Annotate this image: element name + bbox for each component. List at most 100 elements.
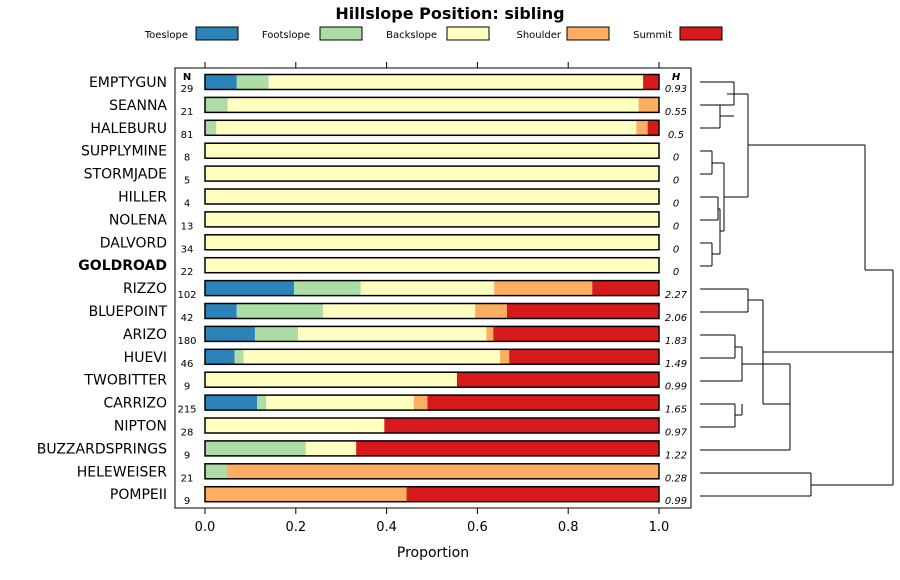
bar-outline [204, 302, 660, 320]
bar-segment-summit [356, 440, 659, 456]
bar-segment-footslope [205, 120, 217, 136]
bar-segment-backslope [205, 372, 457, 388]
bar-segment-backslope [268, 74, 644, 90]
row-label: NOLENA [109, 212, 168, 228]
row-label: BUZZARDSPRINGS [37, 441, 167, 457]
row-seanna: SEANNA 21 0.55 [109, 96, 687, 118]
h-value: 1.83 [665, 336, 687, 347]
row-emptygun: EMPTYGUN 29 0.93 [89, 73, 687, 95]
bar-outline [204, 325, 660, 343]
bar-outline [204, 485, 660, 503]
legend-label-shoulder: Shoulder [516, 30, 561, 41]
bar-outline [204, 279, 660, 297]
bar-segment-summit [643, 74, 659, 90]
bar-segment-summit [509, 349, 659, 365]
h-value: 0 [673, 176, 679, 187]
bar-segment-backslope [205, 189, 659, 204]
bar-outline [204, 394, 660, 411]
bar-segment-toeslope [205, 395, 258, 411]
x-tick-label: 0.4 [376, 520, 397, 535]
h-value: 0.97 [665, 428, 688, 439]
bar-segment-shoulder [413, 395, 428, 411]
h-value: 0 [673, 267, 679, 278]
h-value: 1.49 [665, 359, 687, 370]
row-rizzo: RIZZO 102 2.27 [123, 279, 688, 301]
legend-label-summit: Summit [633, 30, 672, 41]
n-value: 4 [184, 199, 190, 210]
bar-segment-backslope [305, 440, 357, 456]
bar-segment-footslope [293, 280, 361, 296]
x-tick-label: 0.6 [467, 520, 488, 535]
bar-segment-backslope [205, 166, 659, 182]
h-value: 2.27 [665, 290, 688, 301]
row-label: CARRIZO [103, 396, 167, 412]
row-buzzardsprings: BUZZARDSPRINGS 9 1.22 [37, 440, 687, 461]
bar-segment-backslope [266, 395, 414, 411]
bar-segment-footslope [257, 395, 267, 411]
chart-title: Hillslope Position: sibling [335, 4, 564, 23]
bar-segment-shoulder [500, 349, 510, 365]
bar-segment-backslope [205, 234, 659, 250]
x-tick-label: 1.0 [649, 520, 670, 535]
bar-segment-toeslope [205, 303, 237, 319]
bar-segment-shoulder [205, 486, 407, 502]
legend-label-footslope: Footslope [262, 30, 310, 41]
row-label: SUPPLYMINE [81, 144, 167, 160]
n-value: 102 [177, 290, 196, 301]
bar-outline [204, 211, 660, 228]
bar-segment-backslope [298, 326, 487, 342]
row-carrizo: CARRIZO 215 1.65 [103, 394, 687, 416]
row-huevi: HUEVI 46 1.49 [124, 348, 687, 370]
n-value: 180 [177, 336, 196, 347]
top-axis-ticks [204, 62, 660, 68]
h-column-header: H [672, 72, 681, 83]
bar-segment-footslope [205, 97, 228, 113]
h-value: 0.28 [665, 473, 687, 484]
bar-outline [204, 463, 660, 480]
row-supplymine: SUPPLYMINE 8 0 [81, 142, 679, 164]
bar-outline [204, 256, 660, 274]
h-value: 1.22 [665, 450, 687, 461]
bar-segment-footslope [236, 74, 269, 90]
bar-segment-toeslope [205, 280, 294, 296]
bar-segment-toeslope [205, 74, 237, 90]
row-label: POMPEII [110, 487, 167, 503]
n-value: 9 [184, 450, 190, 461]
bar-segment-backslope [360, 280, 495, 296]
row-label: HILLER [118, 190, 167, 206]
row-hiller: HILLER 4 0 [118, 188, 679, 210]
row-nolena: NOLENA 13 0 [109, 211, 679, 232]
h-value: 0 [673, 244, 679, 255]
bar-segment-backslope [227, 97, 639, 113]
bar-segment-toeslope [205, 349, 235, 365]
bar-outline [204, 440, 660, 457]
bar-segment-toeslope [205, 326, 255, 342]
bar-segment-backslope [216, 120, 637, 136]
bar-outline [204, 165, 660, 182]
n-value: 13 [181, 221, 194, 232]
row-label: BLUEPOINT [89, 304, 168, 320]
bar-outline [204, 96, 660, 114]
legend-swatch-backslope [446, 26, 490, 41]
bar-segment-summit [456, 372, 659, 388]
bar-outline [204, 73, 660, 91]
bar-outline [204, 188, 660, 205]
row-twobitter: TWOBITTER 9 0.99 [83, 371, 687, 393]
row-label: STORMJADE [84, 167, 167, 183]
bar-outline [204, 417, 660, 434]
n-value: 215 [177, 405, 196, 416]
row-label: NIPTON [114, 419, 167, 435]
row-bluepoint: BLUEPOINT 42 2.06 [89, 302, 687, 324]
bar-segment-backslope [323, 303, 476, 319]
n-value: 81 [181, 130, 194, 141]
n-value: 29 [181, 84, 194, 95]
row-label: ARIZO [123, 327, 167, 343]
n-column-header: N [183, 72, 191, 83]
legend-swatch-toeslope [195, 26, 239, 41]
h-value: 0.99 [665, 496, 687, 507]
h-value: 2.06 [665, 313, 687, 324]
bar-segment-summit [384, 418, 659, 433]
h-value: 0.5 [668, 130, 684, 141]
bar-outline [204, 234, 660, 251]
